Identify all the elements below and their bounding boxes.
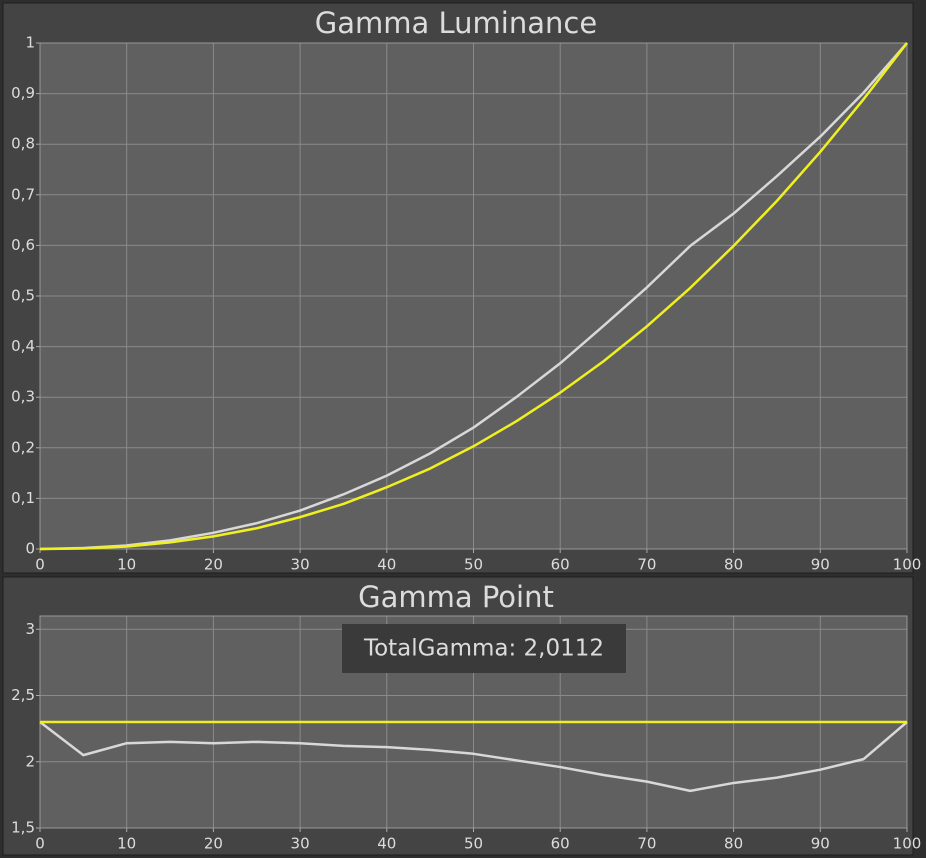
y-tick-label: 2,5 [11, 686, 35, 704]
y-tick-label: 0,5 [11, 287, 35, 305]
y-tick-label: 1,5 [11, 819, 35, 837]
x-tick-label: 0 [35, 835, 45, 853]
plot-border [39, 42, 908, 550]
y-tick-label: 0,7 [11, 185, 35, 203]
chart-title: Gamma Point [358, 580, 554, 614]
y-tick-label: 0,1 [11, 489, 35, 507]
y-tick-label: 3 [25, 620, 35, 638]
x-tick-label: 10 [117, 835, 136, 853]
y-tick-label: 1 [25, 34, 35, 52]
y-tick-label: 0,6 [11, 236, 35, 254]
x-tick-label: 10 [117, 556, 136, 574]
x-tick-label: 0 [35, 556, 45, 574]
x-tick-label: 100 [893, 556, 922, 574]
x-tick-label: 90 [811, 835, 830, 853]
x-tick-label: 40 [377, 556, 396, 574]
y-tick-label: 0,8 [11, 135, 35, 153]
x-tick-label: 70 [637, 556, 656, 574]
chart-title: Gamma Luminance [315, 6, 597, 40]
annotation: TotalGamma: 2,0112 [363, 636, 604, 662]
y-tick-label: 0,3 [11, 388, 35, 406]
x-tick-label: 20 [204, 556, 223, 574]
y-tick-label: 0,9 [11, 84, 35, 102]
x-tick-label: 80 [724, 835, 743, 853]
x-tick-label: 80 [724, 556, 743, 574]
x-tick-label: 20 [204, 835, 223, 853]
y-tick-label: 0 [25, 540, 35, 558]
y-tick-label: 0,4 [11, 337, 35, 355]
x-tick-label: 30 [291, 556, 310, 574]
x-tick-label: 40 [377, 835, 396, 853]
x-tick-label: 90 [811, 556, 830, 574]
y-tick-label: 0,2 [11, 438, 35, 456]
data-line [39, 721, 908, 793]
data-line [39, 42, 908, 551]
x-tick-label: 60 [551, 835, 570, 853]
x-tick-label: 50 [464, 556, 483, 574]
y-tick-label: 2 [25, 752, 35, 770]
x-tick-label: 100 [893, 835, 922, 853]
x-tick-label: 30 [291, 835, 310, 853]
annotation-box [342, 624, 626, 673]
x-tick-label: 50 [464, 835, 483, 853]
x-tick-label: 60 [551, 556, 570, 574]
data-line [39, 42, 908, 551]
x-tick-label: 70 [637, 835, 656, 853]
